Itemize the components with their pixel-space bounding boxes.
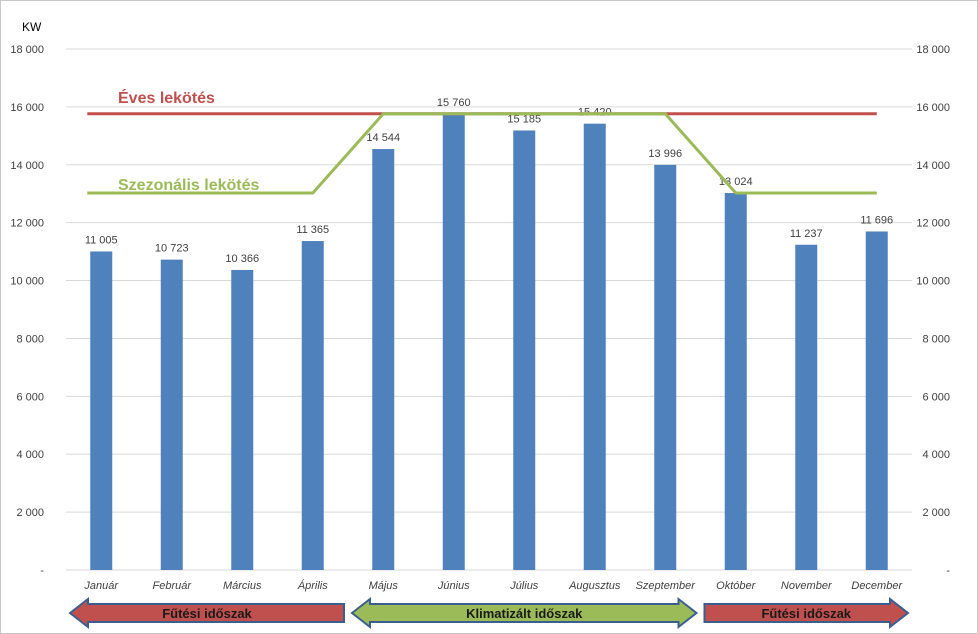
period-arrow-label: Klimatizált időszak bbox=[466, 606, 583, 621]
bar bbox=[654, 164, 677, 570]
data-labels: 11 005 10 723 10 366 11 365 14 544 15 760 15 1… bbox=[85, 97, 893, 265]
y-tick-label: 16 000 bbox=[10, 102, 44, 114]
data-label: 15 760 bbox=[437, 97, 471, 109]
y-tick-label-right: 14 000 bbox=[916, 160, 950, 172]
data-label: 14 544 bbox=[366, 132, 400, 144]
y-tick-label-right: 6 000 bbox=[922, 391, 950, 403]
category-label: Szeptember bbox=[636, 580, 697, 592]
y-tick-label-right: 10 000 bbox=[916, 276, 950, 288]
data-label: 10 723 bbox=[155, 243, 189, 255]
bar bbox=[795, 244, 818, 570]
y-tick-label: 14 000 bbox=[10, 160, 44, 172]
y-tick-label-right: 18 000 bbox=[916, 44, 950, 56]
y-tick-label-right: - bbox=[946, 565, 950, 577]
category-label: Január bbox=[83, 580, 119, 592]
period-arrow bbox=[703, 596, 910, 630]
data-label: 10 366 bbox=[225, 253, 259, 265]
gridlines bbox=[66, 48, 912, 571]
bar bbox=[513, 130, 536, 570]
y-tick-label: 10 000 bbox=[10, 276, 44, 288]
y-tick-label: 6 000 bbox=[16, 391, 44, 403]
y-tick-label-right: 2 000 bbox=[922, 507, 950, 519]
bar bbox=[724, 193, 747, 570]
y-tick-label: - bbox=[40, 565, 44, 577]
category-label: November bbox=[781, 580, 833, 592]
data-label: 11 365 bbox=[296, 224, 329, 236]
unit-label: KW bbox=[22, 20, 42, 34]
data-label: 15 185 bbox=[507, 113, 541, 125]
data-label: 11 237 bbox=[790, 228, 823, 240]
data-label: 13 996 bbox=[648, 148, 682, 160]
bar bbox=[865, 231, 888, 571]
bar bbox=[583, 123, 606, 570]
reference-line-label: Szezonális lekötés bbox=[118, 177, 259, 194]
category-label: Május bbox=[369, 580, 399, 592]
bar bbox=[442, 113, 465, 570]
category-label: Április bbox=[297, 579, 328, 592]
y-tick-label-right: 4 000 bbox=[922, 449, 950, 461]
y-axis-left: - 2 000 4 000 6 000 8 000 10 000 12 000 14 000 1… bbox=[10, 44, 44, 577]
bar bbox=[372, 149, 395, 571]
category-label: Augusztus bbox=[568, 580, 621, 592]
bar bbox=[90, 251, 113, 571]
data-label: 11 005 bbox=[85, 234, 118, 246]
category-label: Március bbox=[223, 580, 262, 592]
y-tick-label-right: 8 000 bbox=[922, 333, 950, 345]
y-axis-right: - 2 000 4 000 6 000 8 000 10 000 12 000 14 000 1… bbox=[916, 44, 950, 577]
bar bbox=[301, 241, 324, 570]
period-arrow-label: Fűtési időszak bbox=[162, 606, 252, 621]
reference-line bbox=[87, 112, 877, 195]
y-tick-label: 4 000 bbox=[16, 449, 44, 461]
category-label: Július bbox=[509, 580, 539, 592]
reference-line-label: Éves lekötés bbox=[118, 88, 215, 107]
category-label: Október bbox=[716, 580, 756, 592]
y-tick-label: 18 000 bbox=[10, 44, 44, 56]
period-arrow bbox=[68, 596, 345, 630]
x-axis-categories: Január Február Március Április Május Június Jú… bbox=[83, 579, 903, 592]
y-tick-label: 12 000 bbox=[10, 218, 44, 230]
y-tick-label: 8 000 bbox=[16, 333, 44, 345]
category-label: Június bbox=[437, 580, 470, 592]
period-arrow bbox=[350, 596, 699, 630]
y-tick-label-right: 12 000 bbox=[916, 218, 950, 230]
y-tick-label: 2 000 bbox=[16, 507, 44, 519]
y-tick-label-right: 16 000 bbox=[916, 102, 950, 114]
reference-lines: Éves lekötés Szezonális lekötés bbox=[87, 88, 877, 195]
category-label: December bbox=[851, 580, 903, 592]
data-label: 11 696 bbox=[860, 214, 893, 226]
period-arrow-label: Fűtési időszak bbox=[761, 606, 851, 621]
bar bbox=[231, 269, 254, 570]
period-arrows: Fűtési időszak Klimatizált időszak Fűtési … bbox=[68, 596, 910, 630]
bar-series bbox=[90, 113, 888, 571]
category-label: Február bbox=[152, 580, 192, 592]
bar bbox=[160, 259, 183, 570]
